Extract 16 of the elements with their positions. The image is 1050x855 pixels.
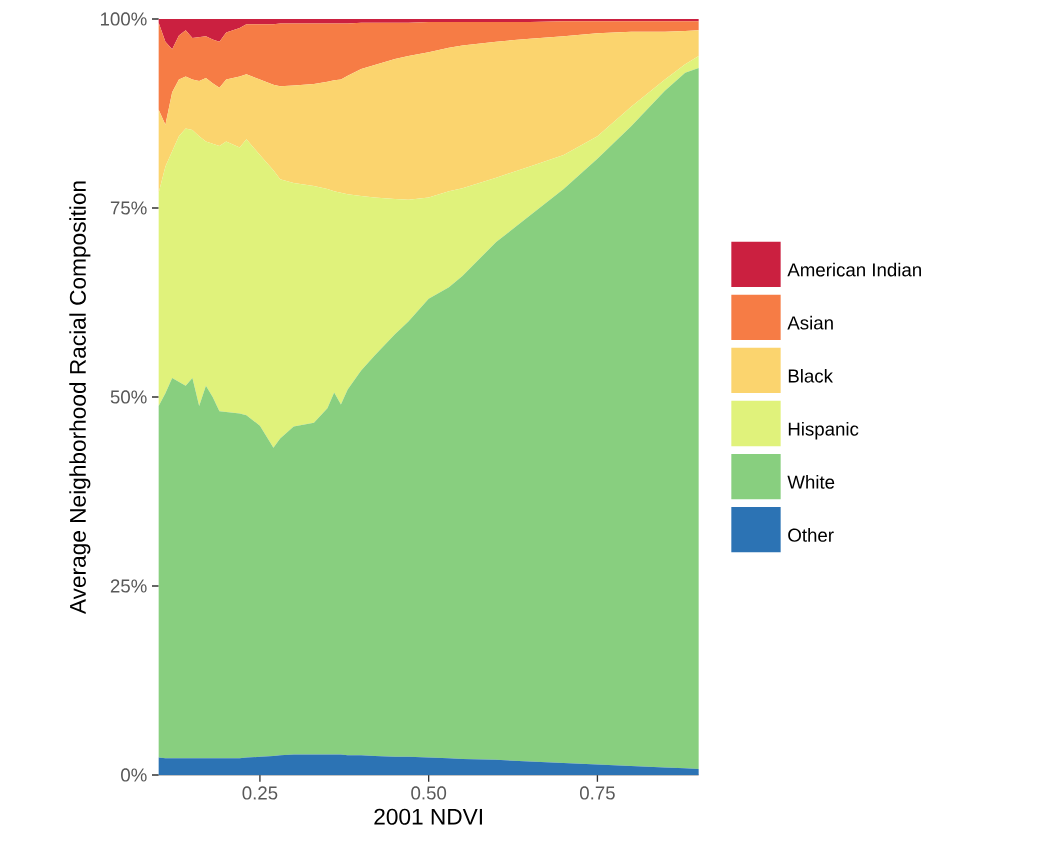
text: American Indian	[787, 262, 921, 277]
y-tick-label: 100%	[100, 12, 147, 26]
text: Black	[788, 368, 833, 383]
text: White	[787, 475, 835, 489]
x-tick-label: 0.25	[242, 786, 278, 800]
text: Other	[788, 528, 834, 542]
y-tick-label: 50%	[110, 390, 147, 404]
text: Hispanic	[788, 421, 859, 440]
x-tick-label: 0.50	[411, 786, 447, 800]
y-tick-label: 0%	[121, 768, 147, 782]
x-tick-label: 0.75	[579, 786, 615, 800]
y-tick-label: 25%	[110, 579, 147, 593]
x-axis-title: 2001 NDVI	[374, 808, 482, 825]
y-tick-label: 75%	[110, 201, 147, 215]
y-axis-title: Average Neighborhood Racial Composition	[69, 181, 91, 615]
text: Asian	[787, 315, 833, 330]
